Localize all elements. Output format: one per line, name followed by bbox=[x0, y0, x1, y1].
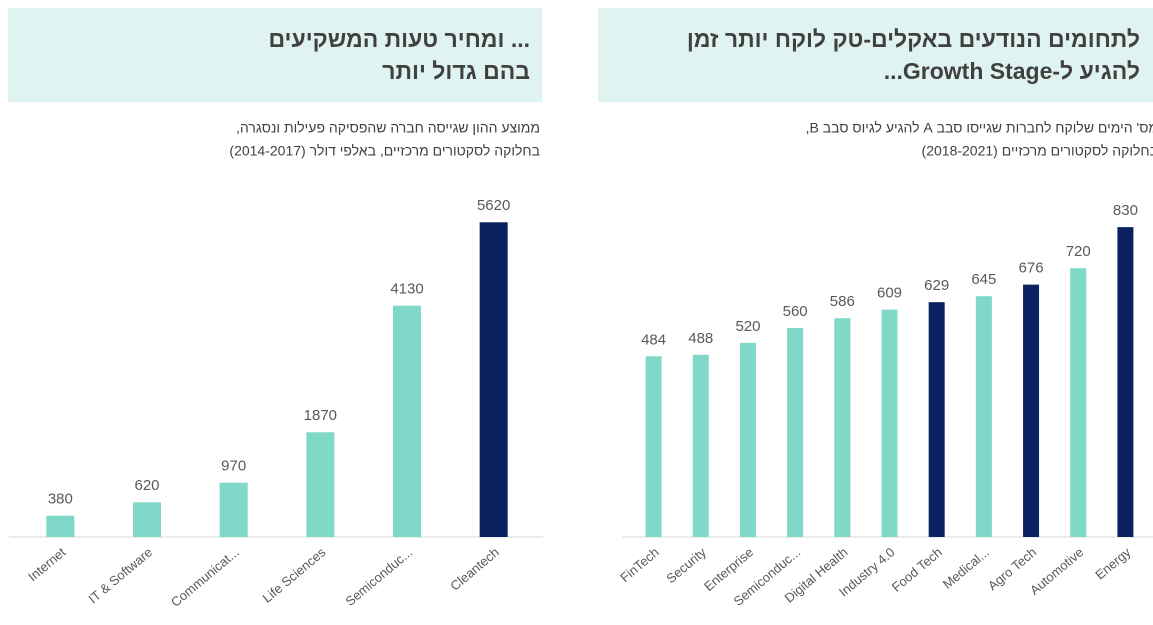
bar bbox=[834, 318, 851, 537]
bar bbox=[306, 432, 335, 537]
data-label: 560 bbox=[783, 303, 808, 320]
chart-title: לתחומים הנודעים באקלים-טק לוקח יותר זמן bbox=[687, 26, 1140, 52]
data-label: 520 bbox=[735, 318, 760, 335]
x-tick-label: Life Sciences bbox=[260, 544, 329, 606]
chart-subtitle: בחלוקה לסקטורים מרכזיים (2018-2021) bbox=[922, 143, 1153, 159]
data-label: 586 bbox=[830, 293, 855, 310]
bar bbox=[692, 354, 709, 537]
title-box bbox=[8, 8, 542, 102]
bar bbox=[133, 502, 161, 537]
chart-subtitle: מס' הימים שלוקח לחברות שגייסו סבב A להגי… bbox=[806, 120, 1153, 136]
data-label: 488 bbox=[688, 330, 713, 347]
data-label: 676 bbox=[1019, 260, 1044, 277]
data-label: 609 bbox=[877, 285, 902, 302]
bar bbox=[219, 482, 248, 537]
x-tick-label: Energy bbox=[1092, 544, 1134, 582]
data-label: 620 bbox=[134, 477, 159, 494]
bar bbox=[1023, 284, 1040, 537]
chart-title: ... ומחיר טעות המשקיעים bbox=[268, 26, 530, 52]
x-tick-label: Internet bbox=[25, 544, 69, 584]
data-label: 720 bbox=[1066, 243, 1091, 260]
chart-subtitle: ממוצע ההון שגייסה חברה שהפסיקה פעילות ונ… bbox=[236, 120, 540, 136]
bar bbox=[975, 296, 992, 537]
bar bbox=[393, 305, 421, 537]
bar bbox=[787, 327, 804, 537]
bar bbox=[479, 222, 508, 537]
chart-subtitle: בחלוקה לסקטורים מרכזיים, באלפי דולר (201… bbox=[229, 143, 540, 159]
data-label: 830 bbox=[1113, 202, 1138, 219]
x-tick-label: Communicat... bbox=[168, 544, 242, 609]
x-tick-label: Security bbox=[663, 544, 709, 586]
bar bbox=[46, 515, 75, 537]
data-label: 629 bbox=[924, 277, 949, 294]
bar bbox=[928, 302, 945, 537]
title-box bbox=[598, 8, 1153, 102]
chart-title: להגיע ל-Growth Stage... bbox=[884, 58, 1140, 84]
x-tick-label: Semiconduc... bbox=[342, 544, 415, 608]
x-tick-label: Food Tech bbox=[889, 544, 945, 594]
data-label: 1870 bbox=[304, 407, 337, 424]
x-tick-label: Cleantech bbox=[447, 544, 501, 593]
bar bbox=[1070, 268, 1087, 537]
bar bbox=[645, 356, 662, 537]
bar bbox=[739, 342, 756, 537]
data-label: 5620 bbox=[477, 197, 510, 214]
bar bbox=[881, 309, 898, 537]
x-tick-label: Medical... bbox=[940, 544, 992, 591]
data-label: 4130 bbox=[390, 281, 423, 298]
x-tick-label: FinTech bbox=[617, 544, 662, 585]
data-label: 645 bbox=[971, 271, 996, 288]
data-label: 970 bbox=[221, 458, 246, 475]
data-label: 484 bbox=[641, 331, 666, 348]
x-tick-label: IT & Software bbox=[85, 544, 155, 606]
data-label: 380 bbox=[48, 491, 73, 508]
bar bbox=[1117, 227, 1134, 537]
chart-title: בהם גדול יותר bbox=[382, 58, 530, 84]
